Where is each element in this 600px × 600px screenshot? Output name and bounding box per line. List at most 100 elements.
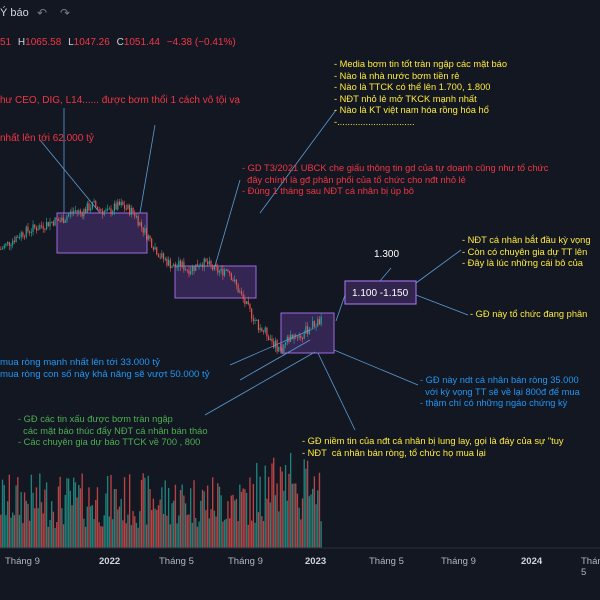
callout-net-buy-b <box>239 339 311 381</box>
candle-body <box>207 261 209 265</box>
volume-bar <box>188 514 190 548</box>
volume-bar <box>306 460 309 548</box>
candle-body <box>235 279 238 286</box>
volume-bar <box>189 488 192 548</box>
x-tick-label: 2022 <box>99 556 121 567</box>
volume-bar <box>273 457 275 548</box>
candle-body <box>73 210 75 213</box>
volume-bar <box>135 522 138 548</box>
volume-bar <box>315 504 317 548</box>
candle-body <box>212 265 214 270</box>
volume-bar <box>295 483 297 548</box>
candle-body <box>284 342 287 345</box>
candle-body <box>74 210 77 212</box>
candle-body <box>217 266 219 273</box>
volume-bar <box>23 492 26 548</box>
volume-bar <box>283 490 285 548</box>
candle-body <box>66 216 68 221</box>
candle-body <box>213 265 215 270</box>
candle-body <box>205 258 207 262</box>
candle-body <box>144 228 146 233</box>
volume-bar <box>3 485 5 548</box>
candle-body <box>64 220 66 223</box>
ohlc-legend: 51 H1065.58 L1047.26 C1051.44 −4.38 (−0.… <box>0 37 236 48</box>
volume-bar <box>249 477 251 548</box>
volume-bar <box>217 483 219 548</box>
volume-bar <box>257 512 260 548</box>
candle-body <box>113 203 115 212</box>
volume-bar <box>18 515 21 548</box>
volume-bar <box>5 515 7 548</box>
volume-bar <box>32 492 34 548</box>
volume-bar <box>54 527 56 548</box>
low-value: 1047.26 <box>73 37 110 48</box>
volume-bar <box>28 520 31 548</box>
candle-body <box>49 221 51 227</box>
volume-bar <box>112 519 114 548</box>
alert-menu-label[interactable]: Ý báo <box>0 7 29 19</box>
annotation-gd-to-chuc: - GĐ này tổ chức đang phân <box>470 309 588 319</box>
volume-bar <box>161 487 163 548</box>
volume-bar <box>303 459 305 548</box>
candle-body <box>244 298 246 304</box>
candle-body <box>276 340 278 352</box>
volume-bar <box>164 480 166 548</box>
volume-bar <box>52 511 55 548</box>
x-tick-label: Tháng 9 <box>5 556 40 567</box>
candle-body <box>173 264 175 267</box>
volume-bar <box>156 509 158 548</box>
volume-bar <box>17 477 19 548</box>
candle-body <box>117 201 119 210</box>
annotation-trust-loss: - GĐ niềm tin của nđt cá nhân bị lung la… <box>302 436 564 458</box>
undo-icon[interactable]: ↶ <box>37 6 48 20</box>
candle-body <box>227 269 229 272</box>
volume-bar <box>81 473 83 548</box>
volume-bar <box>57 486 60 548</box>
volume-bar <box>228 518 231 548</box>
volume-bar <box>74 482 77 548</box>
candle-body <box>108 208 110 210</box>
annotation-peak-62000: nhất lên tới 62.000 tỷ <box>0 133 94 144</box>
candle-body <box>17 236 19 238</box>
volume-bar <box>64 494 66 548</box>
volume-bar <box>86 506 88 548</box>
annotation-gd-t3-2021: - GD T3/2021 UBCK che giấu thông tin gd … <box>242 163 549 196</box>
candle-body <box>232 279 234 282</box>
candle-body <box>27 226 29 232</box>
redo-icon[interactable]: ↷ <box>60 6 71 20</box>
candle-body <box>166 258 168 266</box>
volume-bar <box>15 485 17 548</box>
candle-body <box>310 329 312 331</box>
candle-body <box>279 347 282 349</box>
volume-bar <box>127 514 129 548</box>
candle-body <box>157 254 160 257</box>
volume-bar <box>25 500 27 548</box>
volume-bar <box>142 473 144 548</box>
candle-body <box>184 269 187 271</box>
candle-body <box>317 319 319 327</box>
candle-body <box>161 253 163 258</box>
candle-body <box>230 273 232 280</box>
candle-body <box>201 264 204 268</box>
callout-1300 <box>379 267 392 282</box>
candle-body <box>220 268 222 272</box>
candle-body <box>146 228 148 240</box>
volume-bar <box>288 473 290 548</box>
volume-bar <box>113 489 116 548</box>
candle-body <box>134 212 136 217</box>
candle-body <box>25 226 27 237</box>
candle-body <box>301 337 304 339</box>
zone-top-range <box>56 212 148 254</box>
candle-body <box>176 266 178 268</box>
volume-bar <box>239 484 241 548</box>
candle-body <box>32 224 34 232</box>
volume-bar <box>110 474 112 548</box>
volume-bar <box>128 474 131 548</box>
candle-body <box>18 237 21 239</box>
volume-bar <box>274 495 277 548</box>
candle-body <box>90 208 92 211</box>
x-tick-label: Tháng 9 <box>441 556 476 567</box>
candle-body <box>10 245 12 247</box>
x-tick-label: Tháng 5 <box>581 556 600 578</box>
